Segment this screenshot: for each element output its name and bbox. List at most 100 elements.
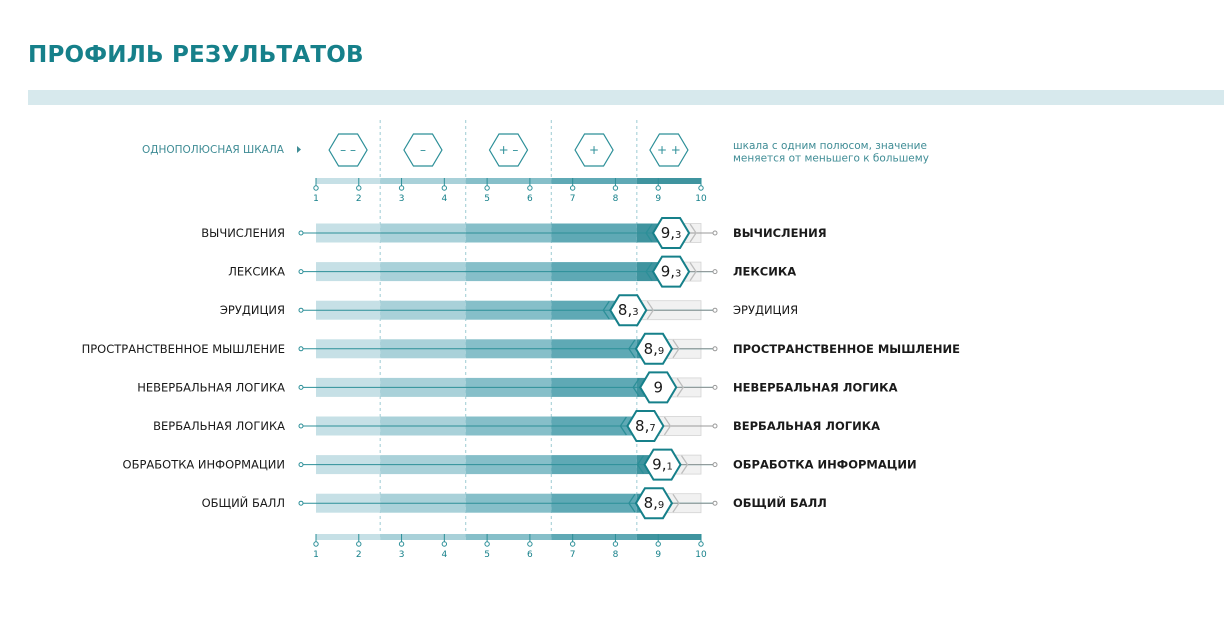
- chevron-left-icon: [645, 262, 653, 281]
- tick-dot: [698, 185, 704, 191]
- scale-strip-segment-top: [551, 178, 637, 184]
- row-dot-right: [712, 230, 718, 236]
- value-marker: [643, 448, 682, 481]
- row-label-left: ЛЕКСИКА: [228, 265, 285, 279]
- scale-strip-segment-top: [465, 178, 552, 184]
- chevron-right-icon: [676, 378, 685, 397]
- row-dot-left: [298, 269, 304, 275]
- chevron-left-icon: [645, 223, 653, 243]
- tick-dot: [398, 541, 405, 547]
- tick-dot: [398, 185, 405, 191]
- scale-label: ОДНОПОЛЮСНАЯ ШКАЛА: [142, 144, 285, 156]
- tick-label-bottom: 7: [570, 550, 576, 560]
- row-dot-right: [712, 307, 718, 313]
- value-marker: [626, 410, 665, 442]
- value-marker: [634, 487, 674, 520]
- row-dot-right: [712, 500, 718, 506]
- row-dot-right: [712, 462, 718, 468]
- scale-strip-segment-bottom: [636, 534, 701, 540]
- row-dot-left: [298, 384, 304, 390]
- tick-label-top: 5: [484, 194, 490, 204]
- zone-symbol-1: – –: [340, 143, 356, 157]
- value-marker: [634, 332, 674, 365]
- scale-strip-segment-bottom: [380, 534, 466, 540]
- scale-strip-segment-bottom: [465, 534, 552, 540]
- tick-dot: [441, 541, 448, 547]
- row-dot-left: [298, 500, 304, 506]
- row-dot-right: [712, 269, 718, 275]
- chevron-right-icon: [672, 493, 680, 513]
- row-dot-right: [712, 346, 718, 352]
- value-label: 9: [653, 378, 663, 396]
- tick-dot: [484, 541, 490, 547]
- zone-symbol-3: + –: [499, 143, 519, 157]
- row-dot-left: [298, 423, 304, 429]
- tick-label-bottom: 9: [655, 550, 661, 560]
- title-band: [28, 90, 1224, 105]
- scale-description-line: меняется от меньшего к большему: [733, 153, 929, 165]
- scale-strip-segment-bottom: [316, 534, 381, 540]
- value-marker: [651, 255, 691, 288]
- tick-label-bottom: 8: [613, 550, 619, 560]
- row-label-right: ПРОСТРАНСТВЕННОЕ МЫШЛЕНИЕ: [733, 342, 960, 356]
- row-label-right: ЭРУДИЦИЯ: [733, 303, 798, 317]
- zone-symbol-5: + +: [657, 143, 681, 157]
- row-label-left: ЭРУДИЦИЯ: [220, 303, 285, 317]
- value-marker: [639, 371, 678, 404]
- tick-label-bottom: 3: [399, 550, 405, 560]
- chevron-left-icon: [628, 339, 636, 359]
- row-label-right: ОБЩИЙ БАЛЛ: [733, 495, 827, 510]
- value-label: 8,3: [618, 301, 639, 319]
- tick-dot: [356, 541, 362, 547]
- tick-label-bottom: 10: [695, 550, 707, 560]
- row-label-right: ВЕРБАЛЬНАЯ ЛОГИКА: [733, 419, 880, 433]
- tick-label-top: 8: [613, 194, 619, 204]
- tick-label-top: 10: [695, 194, 707, 204]
- value-marker: [609, 294, 648, 327]
- row-dot-right: [712, 423, 718, 429]
- tick-label-top: 4: [441, 194, 447, 204]
- tick-dot: [441, 185, 448, 191]
- tick-dot: [698, 541, 704, 547]
- tick-dot: [655, 541, 661, 547]
- value-label: 9,1: [652, 456, 673, 474]
- row-label-left: ОБЩИЙ БАЛЛ: [202, 495, 285, 510]
- value-label: 9,3: [661, 263, 682, 281]
- tick-dot: [484, 185, 490, 191]
- chevron-left-icon: [632, 378, 640, 397]
- value-label: 8,9: [644, 340, 665, 358]
- chevron-left-icon: [628, 493, 636, 513]
- tick-dot: [356, 185, 362, 191]
- chevron-right-icon: [663, 416, 672, 436]
- zone-symbol-2: –: [420, 143, 426, 157]
- value-label: 9,3: [661, 224, 682, 242]
- tick-label-top: 6: [527, 194, 533, 204]
- tick-dot: [612, 541, 619, 547]
- page-title: ПРОФИЛЬ РЕЗУЛЬТАТОВ: [28, 42, 364, 68]
- scale-strip-segment-bottom: [551, 534, 637, 540]
- tick-label-bottom: 1: [313, 550, 319, 560]
- row-label-right: ВЫЧИСЛЕНИЯ: [733, 226, 827, 240]
- tick-dot: [655, 185, 661, 191]
- chevron-right-icon: [672, 339, 680, 359]
- row-label-left: ВЕРБАЛЬНАЯ ЛОГИКА: [153, 419, 285, 433]
- tick-label-top: 9: [655, 194, 661, 204]
- row-dot-left: [298, 307, 304, 313]
- tick-label-top: 1: [313, 194, 319, 204]
- row-label-left: ВЫЧИСЛЕНИЯ: [201, 226, 285, 240]
- zone-symbol-4: +: [589, 143, 599, 157]
- tick-label-top: 3: [399, 194, 405, 204]
- tick-dot: [527, 541, 533, 547]
- row-label-right: ЛЕКСИКА: [733, 265, 796, 279]
- row-label-right: ОБРАБОТКА ИНФОРМАЦИИ: [733, 458, 917, 472]
- tick-label-top: 2: [356, 194, 362, 204]
- zone-symbol-hexagon: [403, 133, 443, 167]
- chevron-right-icon: [297, 146, 301, 153]
- zone-symbol-hexagon: [649, 133, 689, 167]
- zone-symbol-hexagon: [328, 133, 368, 167]
- tick-dot: [569, 185, 576, 191]
- tick-dot: [313, 541, 319, 547]
- chevron-right-icon: [689, 223, 697, 243]
- chevron-left-icon: [602, 300, 610, 320]
